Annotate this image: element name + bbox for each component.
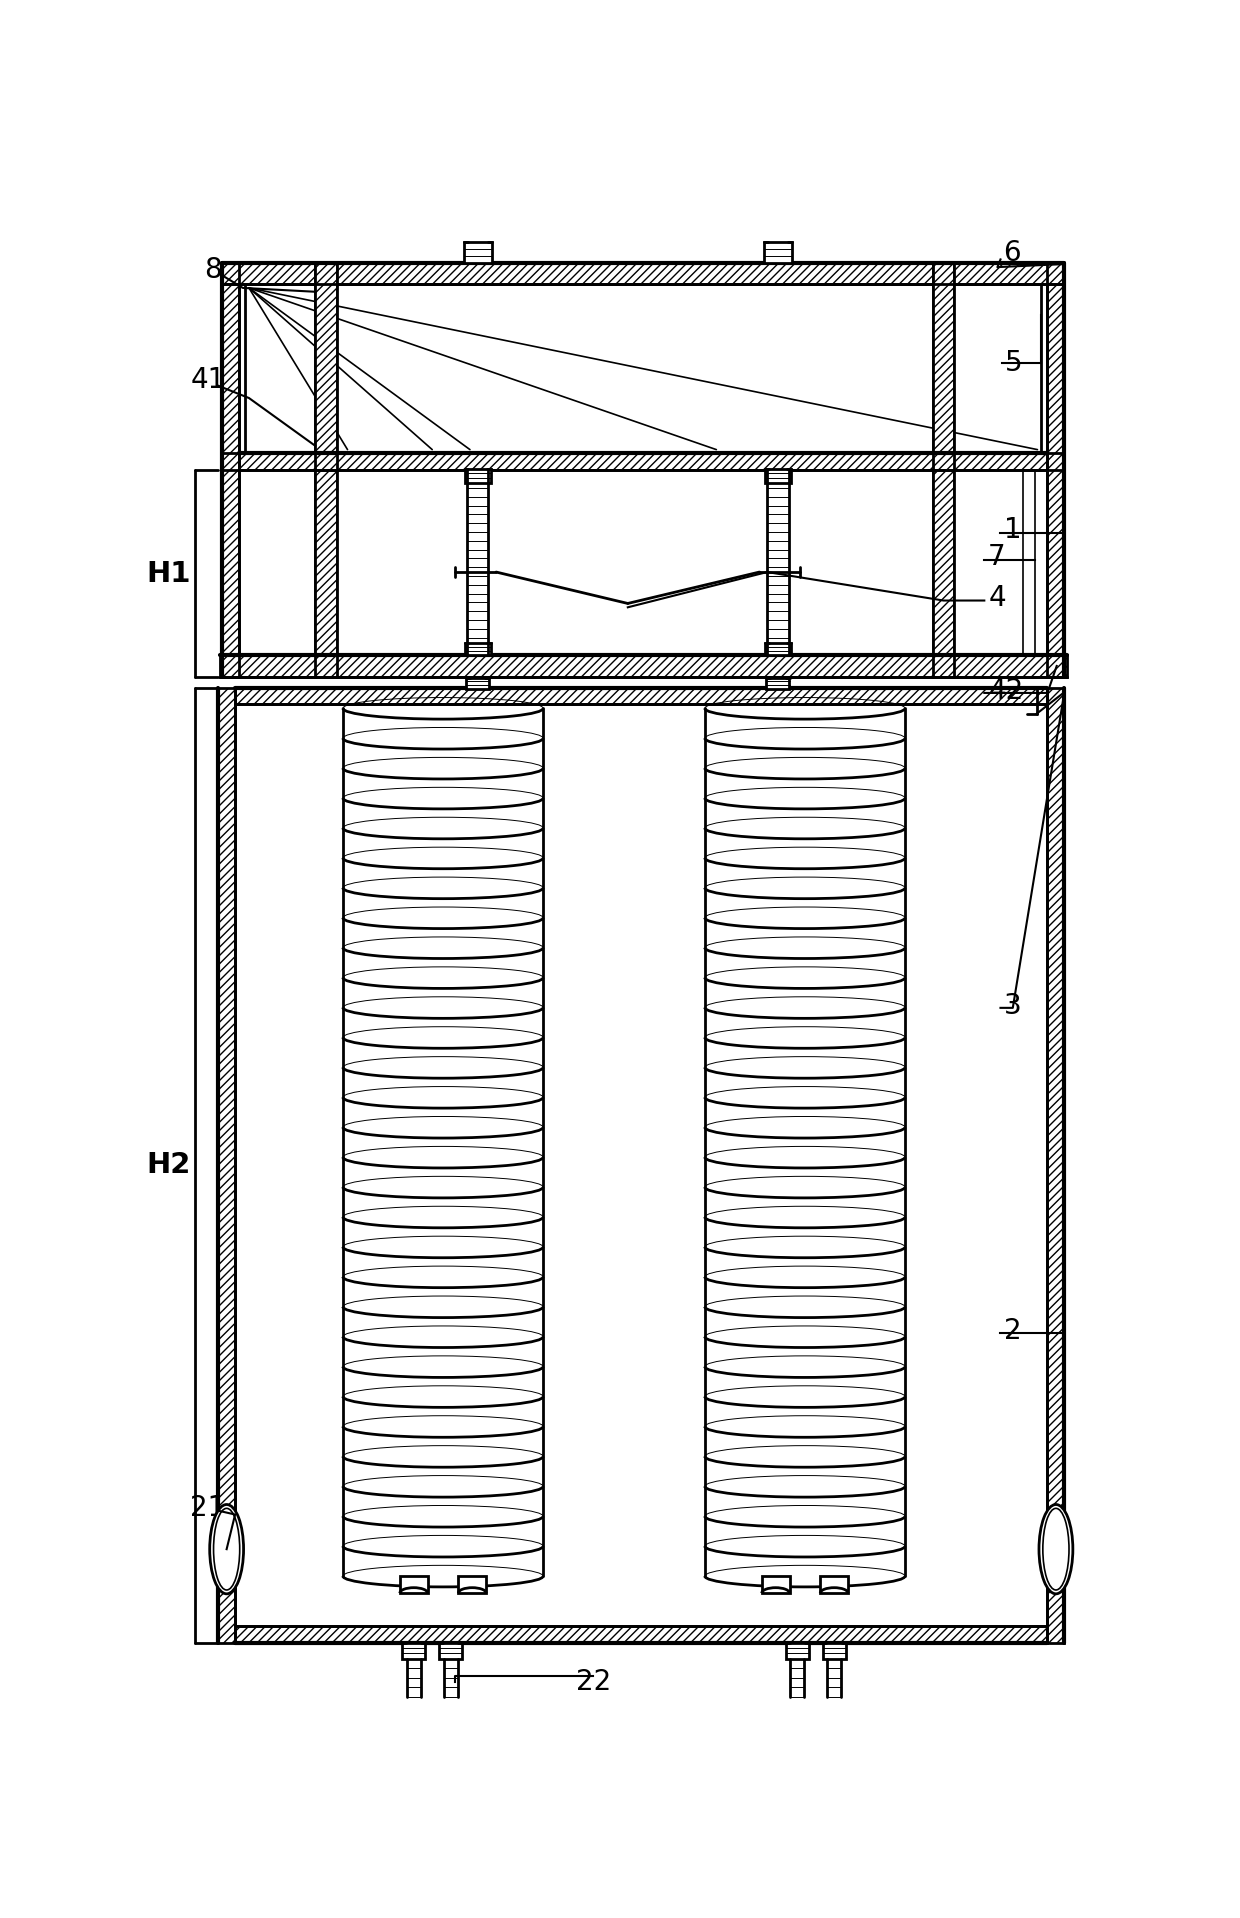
Text: 22: 22 — [575, 1667, 611, 1696]
Bar — [465, 468, 491, 483]
Ellipse shape — [210, 1504, 243, 1594]
Bar — [467, 470, 489, 656]
Bar — [932, 263, 955, 677]
Bar — [236, 1626, 1048, 1644]
Text: 7: 7 — [988, 543, 1006, 572]
Bar — [444, 1659, 458, 1697]
Bar — [765, 643, 791, 656]
Bar — [218, 687, 236, 1644]
Text: 4: 4 — [988, 585, 1006, 612]
Text: 5: 5 — [1006, 349, 1023, 376]
Text: 6: 6 — [1003, 240, 1022, 267]
Bar — [399, 1577, 428, 1594]
Bar — [1048, 687, 1064, 1644]
Bar — [407, 1659, 420, 1697]
Bar — [1048, 263, 1064, 677]
Text: 21: 21 — [191, 1494, 226, 1523]
Bar — [827, 1659, 841, 1697]
Bar — [790, 1659, 804, 1697]
Bar — [222, 263, 239, 677]
Ellipse shape — [1039, 1504, 1073, 1594]
Text: H1: H1 — [146, 560, 191, 587]
Ellipse shape — [1043, 1508, 1069, 1590]
Text: 8: 8 — [205, 257, 222, 284]
Text: 2: 2 — [1003, 1318, 1022, 1345]
Bar — [236, 687, 1048, 704]
Text: 42: 42 — [988, 677, 1023, 704]
Bar — [766, 679, 790, 689]
Bar — [219, 656, 1066, 677]
Text: H2: H2 — [146, 1151, 191, 1180]
Bar — [464, 242, 491, 263]
Bar — [765, 468, 791, 483]
Bar — [222, 263, 1064, 284]
Bar — [239, 453, 1048, 470]
Bar — [465, 643, 491, 656]
Bar — [822, 1644, 846, 1659]
Bar — [768, 470, 789, 656]
Bar — [315, 263, 337, 677]
Text: 1: 1 — [1003, 516, 1022, 545]
Bar — [764, 242, 792, 263]
Bar — [466, 679, 490, 689]
Bar — [246, 284, 1042, 453]
Ellipse shape — [213, 1508, 239, 1590]
Bar — [821, 1577, 848, 1594]
Bar — [459, 1577, 486, 1594]
Bar — [402, 1644, 425, 1659]
Text: 41: 41 — [191, 366, 226, 395]
Bar — [786, 1644, 808, 1659]
Bar — [761, 1577, 790, 1594]
Text: 3: 3 — [1003, 992, 1022, 1020]
Bar — [439, 1644, 463, 1659]
